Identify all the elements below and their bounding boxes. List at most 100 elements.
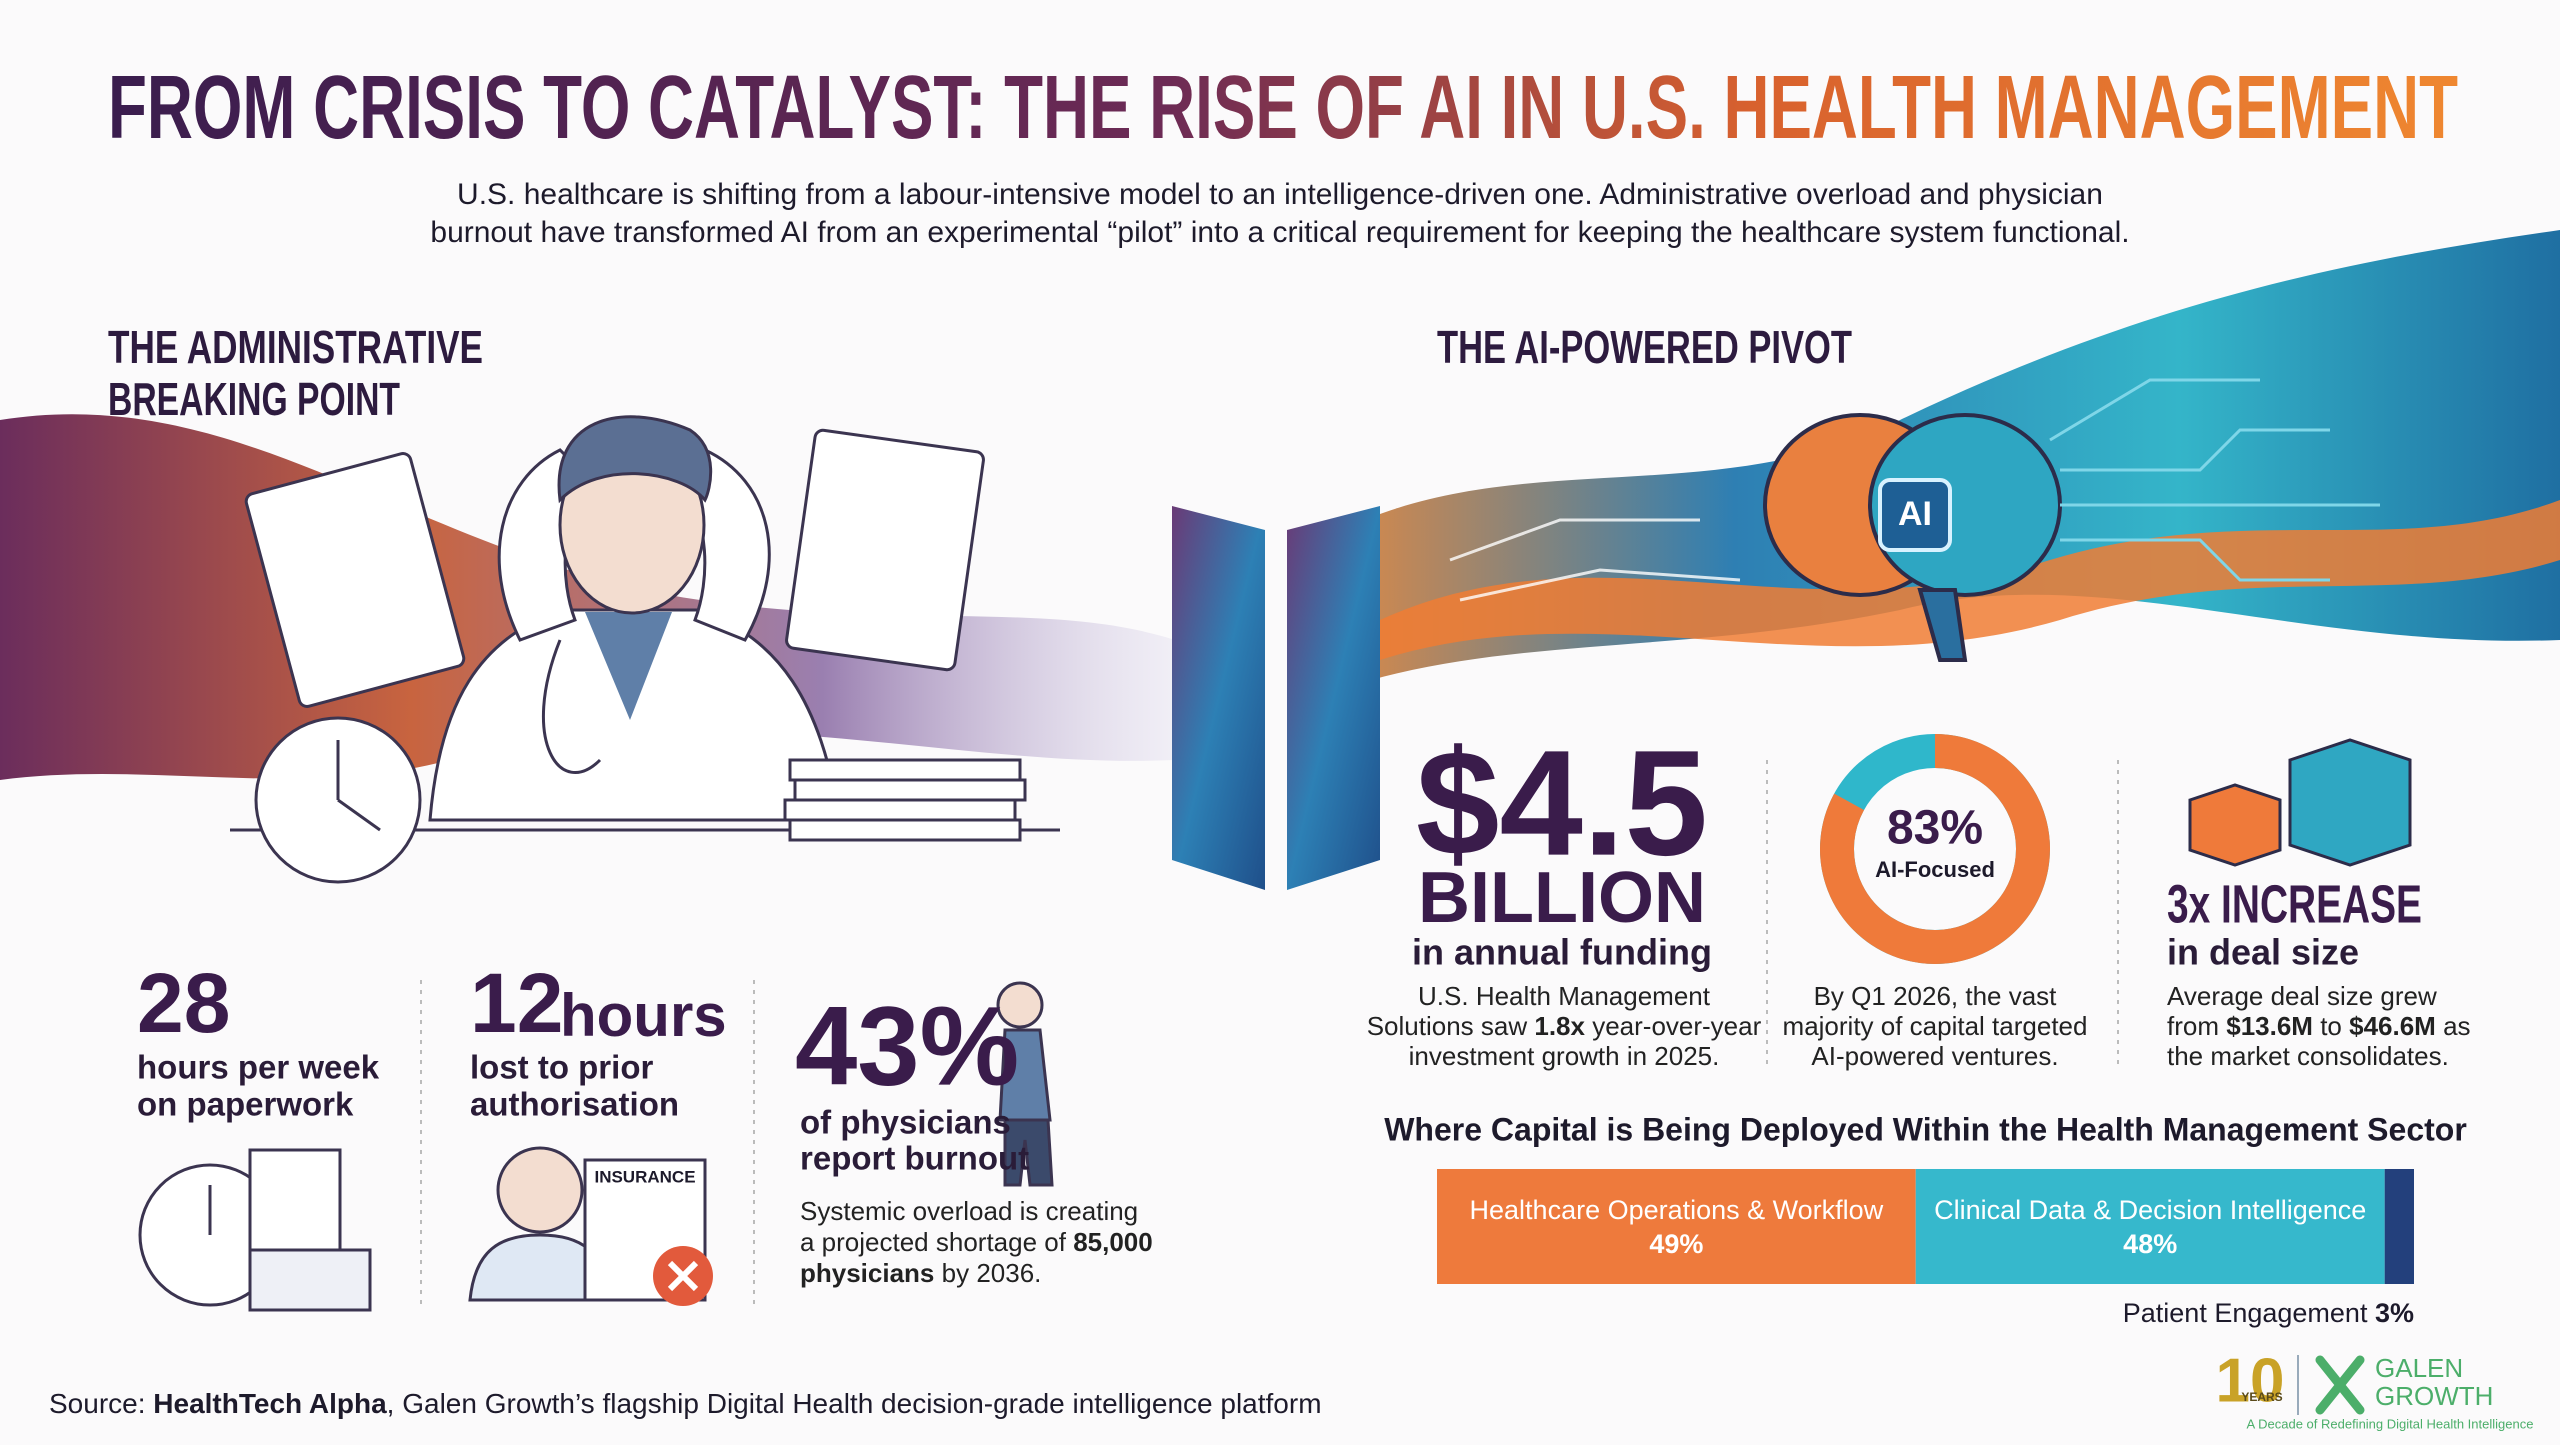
segment-name: Patient Engagement [2123,1298,2368,1328]
stat-icons [138,981,1054,1312]
stat-figure: 43% [795,984,1019,1109]
panel-right [1287,506,1380,890]
circuits [1449,518,1741,602]
shirt [585,612,672,720]
brain-stem [1917,588,1968,662]
note-line: U.S. Health Management [1418,981,1711,1011]
note-text: U.S. Health Management [1418,981,1711,1011]
note-text: year-over-year [1585,1011,1762,1041]
section-heading: THE AI-POWERED PIVOT [1437,321,1852,373]
doctor-illustration [230,415,1060,884]
note-text: investment growth in 2025. [1409,1041,1720,1071]
note-text: AI-powered ventures. [1811,1041,2058,1071]
note-text: Average deal size grew [2167,981,2437,1011]
document [785,428,985,672]
note-line: the market consolidates. [2167,1041,2449,1071]
donut-arc [1820,734,2050,964]
chip-label: AI [1898,495,1932,533]
note-bold: $46.6M [2349,1011,2436,1041]
circuits [2049,378,2380,582]
section-heading: BREAKING POINT [108,373,400,425]
reject-cross [667,1260,699,1292]
donut-label: AI-Focused [1875,857,1995,882]
paper [788,758,1022,782]
section-heading: THE ADMINISTRATIVE [108,321,483,373]
note-text: to [2313,1011,2349,1041]
bar-segment [1437,1169,1916,1284]
note-bold: 1.8x [1534,1011,1585,1041]
bar-segment [2384,1169,2414,1284]
chart-title: Where Capital is Being Deployed Within t… [1384,1111,2467,1147]
stat-figure: $4.5 [1416,719,1708,887]
donut-value: 83% [1887,802,1983,855]
stat-figure: 3x INCREASE [2167,874,2422,934]
source-bold: HealthTech Alpha [153,1388,387,1419]
stat-caption: on paperwork [137,1086,354,1123]
note-line: By Q1 2026, the vast [1814,981,2058,1011]
note-text: By Q1 2026, the vast [1814,981,2058,1011]
note-text: majority of capital targeted [1783,1011,2088,1041]
note-line: Solutions saw 1.8x year-over-year [1367,1011,1762,1041]
dividers [420,760,2119,1306]
stat-caption: report burnout [800,1140,1029,1177]
subtitle: U.S. healthcare is shifting from a labou… [457,178,2103,211]
note-text: as [2436,1011,2471,1041]
box-small [2188,783,2282,867]
segment-name: Healthcare Operations & Workflow [1470,1195,1884,1225]
segment-value: 48% [2123,1229,2177,1259]
clock-hand [337,798,381,832]
source-text: Source: HealthTech Alpha, Galen Growth’s… [49,1388,1322,1419]
note-line: AI-powered ventures. [1811,1041,2058,1071]
ai-chip [1878,478,1952,552]
stethoscope [541,639,602,774]
stat-caption: in annual funding [1412,932,1712,973]
note-text: Solutions saw [1367,1011,1535,1041]
note-text: by 2036. [934,1258,1041,1288]
burnout-legs [1003,1118,1054,1187]
stat-figure: 12 [470,956,563,1050]
document [244,452,466,708]
title: FROM CRISIS TO CATALYST: THE RISE OF AI … [108,58,2458,158]
stat-caption: hours per week [137,1049,380,1086]
logo-mark [2315,1355,2365,1415]
note-bold: physicians [800,1258,934,1288]
paper-icon [248,1248,372,1312]
charts: 83%AI-Focused Where Capital is Being Depl… [1384,734,2467,1328]
icon-label: INSURANCE [594,1167,695,1186]
logo-years: 10 [2216,1346,2285,1415]
segment-value: 49% [1649,1229,1703,1259]
note-line: Average deal size grew [2167,981,2437,1011]
logo-tagline: A Decade of Redefining Digital Health In… [2247,1416,2534,1431]
burnout-body [998,1028,1052,1122]
note-line: physicians by 2036. [800,1258,1041,1288]
paper-stack [783,758,1027,842]
paper [793,778,1027,802]
segment-callout: Patient Engagement 3% [2123,1298,2414,1328]
source-plain: Source: [49,1388,153,1419]
note-text: the market consolidates. [2167,1041,2449,1071]
stat-caption: lost to prior [470,1049,653,1086]
stat-caption: in deal size [2167,932,2359,973]
stat-caption: of physicians [800,1104,1011,1141]
logo: 10 YEARS GALEN GROWTH A Decade of Redefi… [2216,1346,2534,1431]
note-bold: $13.6M [2226,1011,2313,1041]
note-text: from [2167,1011,2226,1041]
bar-segment [1915,1169,2385,1284]
box-icons [2188,738,2412,867]
note-text: a projected shortage of [800,1227,1073,1257]
note-line: Systemic overload is creating [800,1196,1138,1226]
subtitle: burnout have transformed AI from an expe… [430,216,2129,249]
note-line: from $13.6M to $46.6M as [2167,1011,2471,1041]
panel-left [1172,506,1265,890]
note-line: investment growth in 2025. [1409,1041,1720,1071]
stat-figure: 28 [137,956,230,1050]
note-text: Systemic overload is creating [800,1196,1138,1226]
burnout-head [996,981,1044,1029]
paper [783,798,1017,822]
source-note: Source: HealthTech Alpha, Galen Growth’s… [49,1388,1322,1419]
logo-years-label: YEARS [2241,1390,2282,1404]
logo-brand: GALEN [2375,1353,2463,1383]
